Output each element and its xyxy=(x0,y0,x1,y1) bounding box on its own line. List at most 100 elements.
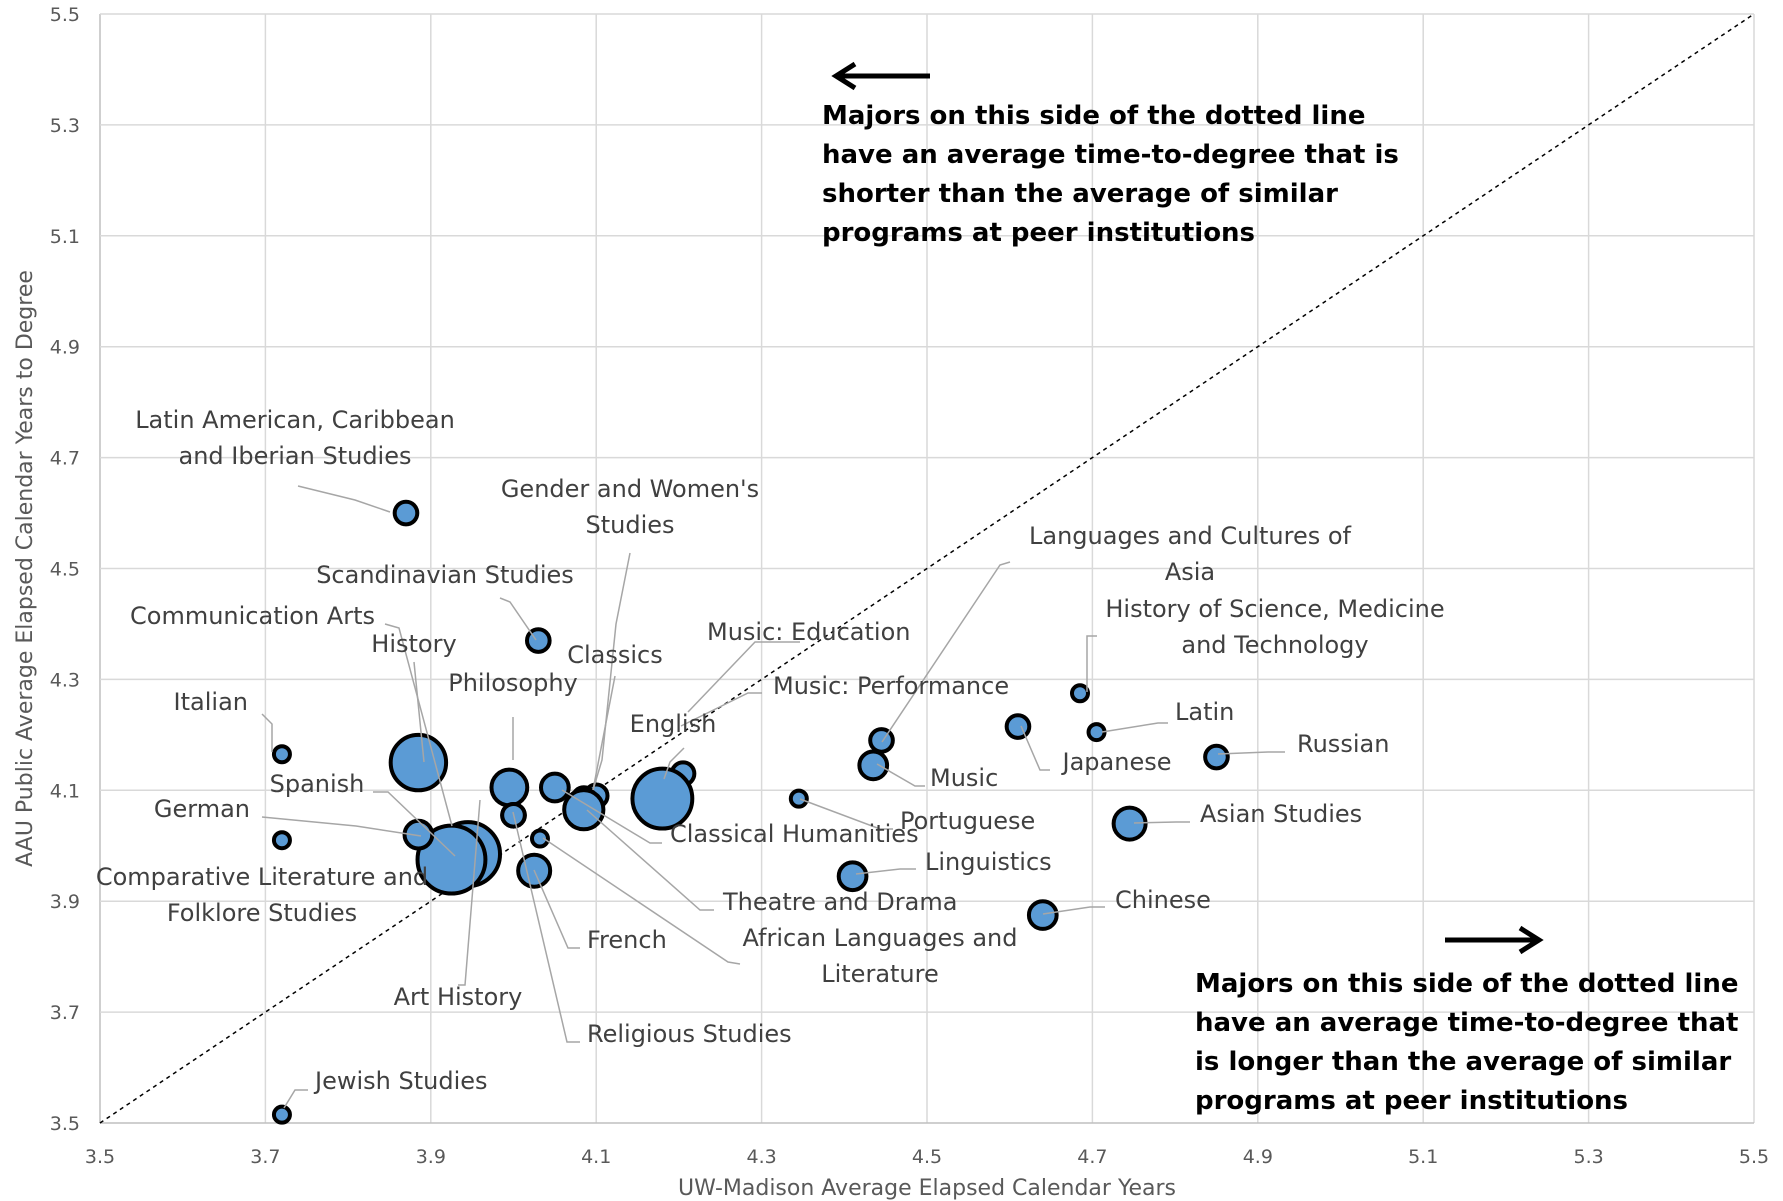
point-label: Theatre and Drama xyxy=(722,888,957,916)
bubble-point xyxy=(271,744,292,765)
leader-line xyxy=(1217,751,1285,755)
leader-line xyxy=(1101,722,1168,733)
leader-line xyxy=(586,809,714,911)
x-tick-label: 5.5 xyxy=(1739,1146,1769,1168)
y-tick-label: 4.5 xyxy=(50,559,80,581)
leader-line xyxy=(533,869,580,949)
point-label: Spanish xyxy=(270,770,365,798)
y-tick-label: 4.1 xyxy=(50,780,80,802)
bubble-point xyxy=(271,1104,292,1125)
x-tick-label: 5.3 xyxy=(1573,1146,1603,1168)
bubble-point xyxy=(1111,805,1148,842)
leader-line xyxy=(384,623,453,827)
bubble-point xyxy=(868,727,895,754)
y-tick-label: 3.9 xyxy=(50,891,80,913)
bubble-point xyxy=(1069,683,1090,704)
point-label: Latin American, Caribbean and Iberian Stu… xyxy=(135,406,455,470)
y-tick-label: 4.9 xyxy=(50,337,80,359)
y-tick-label: 3.7 xyxy=(50,1002,80,1024)
point-label: Music xyxy=(930,764,998,792)
point-label: Classical Humanities xyxy=(670,820,919,848)
bubble-point xyxy=(489,767,530,808)
leader-line xyxy=(592,552,631,791)
leader-line xyxy=(297,485,391,513)
point-label: History of Science, Medicine and Technolo… xyxy=(1105,595,1444,659)
x-tick-label: 4.5 xyxy=(912,1146,942,1168)
leader-line xyxy=(1042,906,1105,915)
point-label: English xyxy=(630,710,717,738)
leader-line xyxy=(1133,821,1190,824)
leader-line xyxy=(592,675,616,791)
bubble-point xyxy=(392,499,420,527)
leader-line xyxy=(261,816,422,837)
leader-line xyxy=(499,597,537,641)
bubble-point xyxy=(1004,713,1032,740)
y-tick-label: 5.1 xyxy=(50,226,80,248)
bubble-point xyxy=(857,749,890,782)
leader-line xyxy=(876,763,925,787)
annotation-upper: Majors on this side of the dotted line ha… xyxy=(822,101,1399,248)
leader-line xyxy=(799,798,893,830)
leader-line xyxy=(283,1089,308,1109)
point-label: Japanese xyxy=(1061,748,1172,776)
leader-line xyxy=(413,661,425,763)
bubble-point xyxy=(562,788,606,832)
point-label: Music: Education xyxy=(707,618,910,646)
leader-line xyxy=(542,837,741,965)
y-tick-label: 5.3 xyxy=(50,115,80,137)
y-tick-label: 5.5 xyxy=(50,4,80,26)
x-tick-label: 3.7 xyxy=(250,1146,280,1168)
leader-line xyxy=(458,799,481,986)
bubble-point xyxy=(538,771,571,804)
x-tick-label: 5.1 xyxy=(1408,1146,1438,1168)
x-tick-label: 4.3 xyxy=(746,1146,776,1168)
leader-line xyxy=(663,747,685,780)
point-label: Art History xyxy=(394,983,523,1011)
point-label: History xyxy=(371,630,456,658)
point-label: Communication Arts xyxy=(130,602,375,630)
x-tick-label: 4.1 xyxy=(581,1146,611,1168)
point-label: Portuguese xyxy=(900,807,1035,835)
leader-line xyxy=(855,868,916,875)
point-label: Gender and Women's Studies xyxy=(501,475,759,539)
point-label: Music: Performance xyxy=(773,672,1009,700)
x-axis-title: UW-Madison Average Elapsed Calendar Year… xyxy=(678,1176,1176,1201)
point-label: Religious Studies xyxy=(587,1020,792,1048)
leader-line xyxy=(512,811,580,1043)
bubble-point xyxy=(271,830,292,851)
point-label: French xyxy=(587,926,667,954)
leader-line xyxy=(1086,635,1097,692)
x-tick-label: 4.9 xyxy=(1243,1146,1273,1168)
x-tick-label: 3.9 xyxy=(416,1146,446,1168)
leader-line xyxy=(373,791,456,857)
bubble-point xyxy=(1203,743,1230,771)
point-label: Classics xyxy=(567,641,663,669)
point-label: Philosophy xyxy=(448,669,578,697)
leader-line xyxy=(680,692,762,727)
left-arrow-head xyxy=(831,61,857,91)
point-label: Russian xyxy=(1297,730,1389,758)
bubble-point xyxy=(388,732,449,793)
bubble-point xyxy=(630,766,695,831)
point-label: Chinese xyxy=(1115,886,1211,914)
leader-line xyxy=(561,789,662,844)
point-label: African Languages and Literature xyxy=(742,924,1017,988)
y-tick-label: 4.3 xyxy=(50,669,80,691)
point-label: Italian xyxy=(174,688,248,716)
point-label: Scandinavian Studies xyxy=(316,561,574,589)
leader-line xyxy=(881,561,1011,743)
point-label: Latin xyxy=(1175,698,1234,726)
bubble-point xyxy=(788,788,809,809)
bubble-point xyxy=(1026,899,1059,931)
y-tick-label: 3.5 xyxy=(50,1113,80,1135)
bubble-point xyxy=(529,828,550,849)
parity-dotted-line xyxy=(99,13,1755,1124)
point-label: Comparative Literature and Folklore Studi… xyxy=(96,863,428,927)
point-label: German xyxy=(154,795,250,823)
leader-line xyxy=(687,641,800,713)
x-tick-label: 4.7 xyxy=(1077,1146,1107,1168)
annotation-lower: Majors on this side of the dotted line ha… xyxy=(1195,969,1738,1116)
point-label: Asian Studies xyxy=(1200,800,1362,828)
